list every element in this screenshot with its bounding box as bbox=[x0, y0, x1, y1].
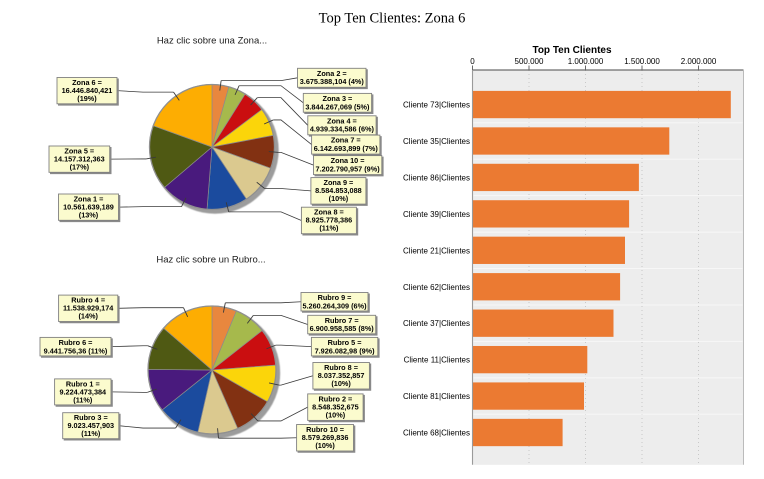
svg-text:0: 0 bbox=[470, 57, 475, 66]
svg-text:Rubro 9 =: Rubro 9 = bbox=[318, 293, 352, 302]
svg-text:3.844.267,069 (5%): 3.844.267,069 (5%) bbox=[305, 102, 370, 111]
svg-text:7.202.790,957 (9%): 7.202.790,957 (9%) bbox=[316, 165, 381, 174]
svg-text:8.579.269,836: 8.579.269,836 bbox=[302, 433, 349, 442]
svg-text:Cliente 81|Clientes: Cliente 81|Clientes bbox=[403, 392, 470, 401]
svg-text:8.548.352,675: 8.548.352,675 bbox=[312, 402, 359, 411]
svg-text:10.561.639,189: 10.561.639,189 bbox=[63, 202, 114, 211]
svg-text:(19%): (19%) bbox=[77, 94, 97, 103]
svg-text:(10%): (10%) bbox=[315, 441, 335, 450]
svg-text:Haz clic sobre un Rubro...: Haz clic sobre un Rubro... bbox=[156, 255, 265, 266]
svg-text:(10%): (10%) bbox=[326, 410, 346, 419]
svg-text:Zona 8 =: Zona 8 = bbox=[314, 208, 344, 217]
svg-text:1.000.000: 1.000.000 bbox=[568, 57, 604, 66]
svg-text:(11%): (11%) bbox=[73, 395, 93, 404]
svg-text:Zona 9 =: Zona 9 = bbox=[323, 178, 353, 187]
svg-text:(10%): (10%) bbox=[329, 194, 349, 203]
svg-text:3.675.388,104 (4%): 3.675.388,104 (4%) bbox=[300, 77, 365, 86]
svg-text:Zona 1 =: Zona 1 = bbox=[74, 194, 104, 203]
svg-text:Haz clic sobre una Zona...: Haz clic sobre una Zona... bbox=[157, 36, 267, 47]
svg-text:9.023.457,903: 9.023.457,903 bbox=[67, 421, 114, 430]
svg-text:7.926.082,98 (9%): 7.926.082,98 (9%) bbox=[315, 346, 376, 355]
svg-text:(10%): (10%) bbox=[331, 379, 351, 388]
svg-text:Zona 10 =: Zona 10 = bbox=[331, 156, 365, 165]
svg-text:Top Ten Clientes: Top Ten Clientes bbox=[532, 45, 612, 56]
svg-text:6.900.958,585 (8%): 6.900.958,585 (8%) bbox=[310, 324, 375, 333]
svg-text:Rubro 1 =: Rubro 1 = bbox=[66, 379, 100, 388]
svg-text:Cliente 86|Clientes: Cliente 86|Clientes bbox=[403, 173, 470, 182]
svg-text:Zona 3 =: Zona 3 = bbox=[322, 94, 352, 103]
svg-text:1.500.000: 1.500.000 bbox=[624, 57, 660, 66]
svg-text:14.157.312,363: 14.157.312,363 bbox=[54, 154, 105, 163]
svg-text:Rubro 5 =: Rubro 5 = bbox=[328, 338, 362, 347]
svg-text:2.000.000: 2.000.000 bbox=[681, 57, 717, 66]
svg-text:Rubro 6 =: Rubro 6 = bbox=[59, 338, 93, 347]
svg-text:Top Ten Clientes: Zona 6: Top Ten Clientes: Zona 6 bbox=[319, 11, 466, 27]
svg-text:8.037.352,857: 8.037.352,857 bbox=[318, 371, 365, 380]
svg-text:Cliente 11|Clientes: Cliente 11|Clientes bbox=[404, 356, 470, 365]
svg-text:9.224.473,384: 9.224.473,384 bbox=[59, 387, 107, 396]
svg-text:Cliente 68|Clientes: Cliente 68|Clientes bbox=[403, 429, 470, 438]
svg-text:Zona 6 =: Zona 6 = bbox=[72, 78, 102, 87]
svg-text:9.441.756,36 (11%): 9.441.756,36 (11%) bbox=[44, 346, 108, 355]
svg-text:Cliente 35|Clientes: Cliente 35|Clientes bbox=[403, 137, 470, 146]
svg-text:5.260.264,309 (6%): 5.260.264,309 (6%) bbox=[302, 301, 367, 310]
svg-text:Cliente 39|Clientes: Cliente 39|Clientes bbox=[403, 210, 470, 219]
svg-text:Zona 5 =: Zona 5 = bbox=[64, 146, 94, 155]
svg-text:Zona 2 =: Zona 2 = bbox=[317, 69, 347, 78]
svg-text:Cliente 21|Clientes: Cliente 21|Clientes bbox=[403, 246, 470, 255]
svg-text:16.446.840,421: 16.446.840,421 bbox=[62, 86, 113, 95]
svg-text:Rubro 7 =: Rubro 7 = bbox=[325, 316, 359, 325]
svg-text:11.538.929,174: 11.538.929,174 bbox=[63, 304, 114, 313]
svg-text:Cliente 62|Clientes: Cliente 62|Clientes bbox=[403, 283, 470, 292]
svg-text:(14%): (14%) bbox=[78, 312, 98, 321]
svg-text:8.584.853,088: 8.584.853,088 bbox=[315, 186, 362, 195]
svg-text:(13%): (13%) bbox=[79, 210, 99, 219]
svg-text:8.925.778,386: 8.925.778,386 bbox=[306, 216, 353, 225]
svg-text:(11%): (11%) bbox=[319, 224, 339, 233]
svg-text:Zona 4 =: Zona 4 = bbox=[327, 116, 357, 125]
svg-text:Rubro 3 =: Rubro 3 = bbox=[74, 413, 108, 422]
svg-text:6.142.693,899 (7%): 6.142.693,899 (7%) bbox=[314, 144, 379, 153]
svg-text:Rubro 10 =: Rubro 10 = bbox=[306, 425, 344, 434]
svg-text:Cliente 73|Clientes: Cliente 73|Clientes bbox=[403, 101, 470, 110]
svg-text:Rubro 8 =: Rubro 8 = bbox=[324, 363, 358, 372]
svg-text:500.000: 500.000 bbox=[515, 57, 544, 66]
svg-text:(17%): (17%) bbox=[70, 162, 90, 171]
svg-text:Zona 7 =: Zona 7 = bbox=[331, 136, 361, 145]
svg-text:Rubro 2 =: Rubro 2 = bbox=[318, 394, 352, 403]
svg-text:4.939.334,586 (6%): 4.939.334,586 (6%) bbox=[310, 125, 375, 134]
svg-text:Cliente 37|Clientes: Cliente 37|Clientes bbox=[403, 319, 470, 328]
svg-text:Rubro 4 =: Rubro 4 = bbox=[71, 296, 105, 305]
svg-text:(11%): (11%) bbox=[81, 429, 101, 438]
